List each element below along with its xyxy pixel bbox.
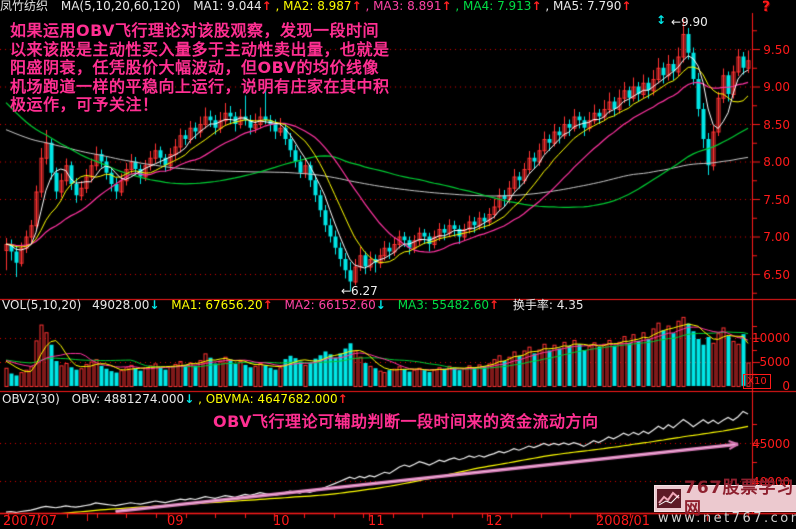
stock-name: 凤竹纺织 <box>0 0 49 13</box>
watermark-url: www.net767.com <box>658 511 796 526</box>
ma-params: MA(5,10,20,60,120) <box>60 0 181 13</box>
watermark-logo-icon <box>657 489 681 508</box>
ma5-value: , MA5: 7.790 <box>545 0 622 13</box>
vol-value: 49028.00 <box>92 298 150 312</box>
main-annotation: 如果运用OBV飞行理论对该股观察，发现一段时间 以来该股是主动性买入量多于主动性… <box>10 21 390 114</box>
ma4-value: , MA4: 7.913 <box>455 0 532 13</box>
price-tick-label: 7.00 <box>763 230 790 244</box>
volume-header: VOL(5,10,20) 49028.00↓ MA1: 67656.20↑ MA… <box>2 299 583 312</box>
ma2-value: , MA2: 8.987 <box>275 0 352 13</box>
ma1-value: MA1: 9.044 <box>193 0 262 13</box>
obv-header: OBV2(30) OBV: 4881274.000↓ , OBVMA: 4647… <box>2 393 348 406</box>
down-arrow-icon: ↓ <box>375 298 386 312</box>
obv-params: OBV2(30) <box>2 392 60 406</box>
up-arrow-icon: ↑ <box>262 298 273 312</box>
high-callout: ←9.90 <box>671 15 708 29</box>
indicator-header: 凤竹纺织 MA(5,10,20,60,120) MA1: 9.044↑ , MA… <box>0 0 752 13</box>
updown-marker-icon: ↕ <box>656 13 667 27</box>
up-arrow-icon: ↑ <box>531 0 542 13</box>
price-tick-label: 8.50 <box>763 118 790 132</box>
obv-tick-label: 45000 <box>752 437 791 451</box>
up-arrow-icon: ↑ <box>489 298 500 312</box>
date-label: 2007/07 <box>3 514 58 529</box>
obv-value: OBV: 4881274.000 <box>71 392 185 406</box>
vol-ma2: MA2: 66152.60 <box>284 298 376 312</box>
ma3-value: , MA3: 8.891 <box>365 0 442 13</box>
up-arrow-icon: ↑ <box>351 0 362 13</box>
price-tick-label: 6.50 <box>763 268 790 282</box>
price-tick-label: 7.50 <box>763 193 790 207</box>
up-arrow-icon: ↑ <box>621 0 632 13</box>
obv-annotation: OBV飞行理论可辅助判断一段时间来的资金流动方向 <box>213 412 599 431</box>
date-label: 10 <box>273 514 290 529</box>
vol-ma1: MA1: 67656.20 <box>171 298 263 312</box>
price-tick-label: 9.00 <box>763 80 790 94</box>
watermark-site: 767股票学习网 <box>684 477 795 519</box>
date-label: 11 <box>368 514 385 529</box>
vol-ma3: MA3: 55482.60 <box>397 298 489 312</box>
up-arrow-icon: ↑ <box>337 392 348 406</box>
low-callout: ←6.27 <box>341 284 378 298</box>
help-icon[interactable]: ? <box>762 0 771 15</box>
price-tick-label: 9.50 <box>763 43 790 57</box>
down-arrow-icon: ↓ <box>184 392 195 406</box>
vol-params: VOL(5,10,20) <box>2 298 82 312</box>
down-arrow-icon: ↓ <box>149 298 160 312</box>
vol-tick-label: 10000 <box>752 331 791 345</box>
vol-tick-label: 5000 <box>759 355 790 369</box>
up-arrow-icon: ↑ <box>261 0 272 13</box>
up-arrow-icon: ↑ <box>441 0 452 13</box>
date-label: 12 <box>486 514 503 529</box>
watermark: 767股票学习网 <box>654 478 796 519</box>
date-label: 09 <box>167 514 184 529</box>
obvma-value: , OBVMA: 4647682.000 <box>198 392 338 406</box>
turnover-rate: 换手率: 4.35 <box>512 298 584 312</box>
vol-scale-badge: X10 <box>743 374 771 389</box>
date-label: 2008/01 <box>596 514 651 529</box>
vol-zero-label: 0 <box>782 379 790 393</box>
price-tick-label: 8.00 <box>763 155 790 169</box>
